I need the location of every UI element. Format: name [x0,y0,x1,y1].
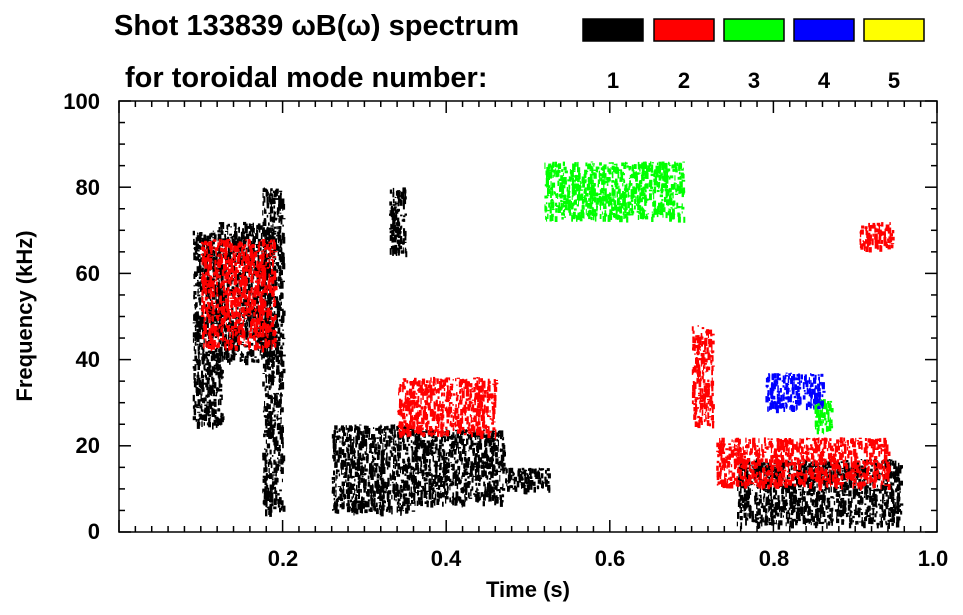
y-tick-label: 100 [63,89,100,114]
y-axis-label: Frequency (kHz) [12,230,37,401]
chart-title-line1: Shot 133839 ωB(ω) spectrum [114,10,519,42]
legend: 1 2 3 4 5 [582,18,925,93]
legend-swatch-mode-1 [582,18,644,42]
region-n1-early-column [262,187,286,517]
legend-swatch-mode-5 [863,18,925,42]
region-n3-arc-0.52-0.69 [544,161,686,223]
region-n4-late-specks [765,372,826,414]
region-n1-low-tail [505,467,551,495]
y-tick-label: 0 [88,519,100,544]
legend-label-mode-3: 3 [748,68,760,93]
region-n2-downchirp-0.34-0.46 [397,376,499,440]
legend-label-mode-5: 5 [888,68,900,93]
legend-swatch-mode-2 [653,18,715,42]
axis-ticks [118,100,938,533]
x-tick-label: 0.6 [595,546,626,571]
region-n2-late-70kHz [859,222,895,253]
spectral-regions [192,161,904,530]
x-tick-label: 0.2 [268,546,299,571]
x-tick-label: 0.4 [431,546,462,571]
plot-frame [118,100,938,533]
legend-label-mode-1: 1 [607,68,619,93]
chart-title-line2: for toroidal mode number: [125,62,488,94]
x-tick-label: 0.8 [759,546,790,571]
y-tick-label: 40 [76,347,100,372]
region-n2-burst-0.70-0.72 [691,325,715,429]
region-n1-high-70kHz-burst [389,187,408,258]
region-n3-late-30kHz [814,399,834,435]
region-n2-chirp-0.10-0.19 [200,239,278,353]
y-tick-label: 80 [76,175,100,200]
region-n1-low-band-0.26-0.36 [331,424,417,517]
legend-label-mode-4: 4 [818,68,831,93]
y-tick-label: 60 [76,261,100,286]
legend-label-mode-2: 2 [678,68,690,93]
x-axis-label: Time (s) [486,577,570,602]
region-n1-low-band-0.36-0.47 [413,428,507,508]
region-n2-late-band [716,437,891,491]
legend-swatch-mode-3 [723,18,785,42]
legend-swatch-mode-4 [793,18,855,42]
x-tick-label: 1.0 [918,546,949,571]
y-tick-label: 20 [76,433,100,458]
